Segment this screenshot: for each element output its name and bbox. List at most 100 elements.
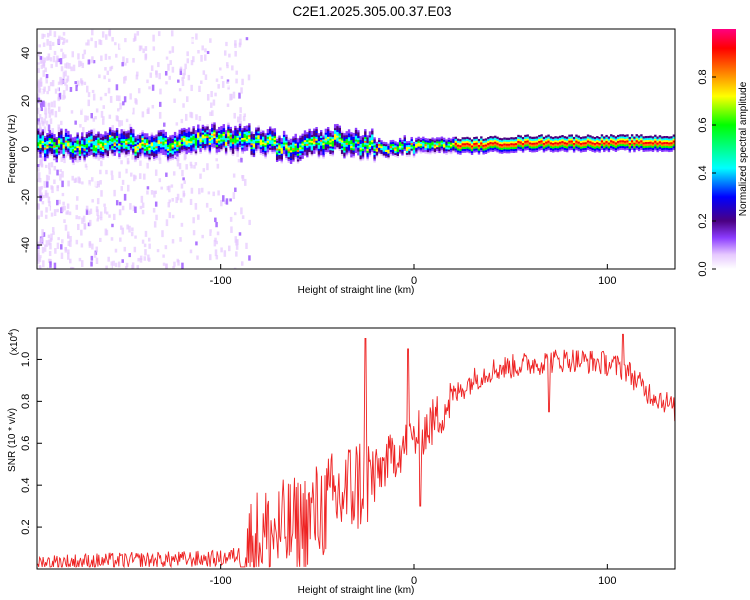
spectrogram-ridge-cell: [375, 147, 379, 150]
spectrogram-ridge-cell: [41, 144, 45, 147]
spectrogram-ridge-cell: [134, 157, 137, 160]
spectrogram-ridge-cell: [282, 148, 286, 151]
spectrogram-ridge-cell: [264, 146, 267, 149]
spectrogram-ridge-cell: [644, 143, 648, 146]
spectrogram-noise-cell: [130, 107, 133, 113]
spectrogram-ridge-cell: [535, 138, 539, 141]
spectrogram-ridge-cell: [171, 142, 174, 145]
spectrogram-ridge-cell: [401, 141, 404, 144]
spectrogram-ridge-cell: [74, 148, 77, 151]
spectrogram-ridge-cell: [396, 149, 399, 153]
spectrogram-ridge-cell: [359, 137, 362, 141]
spectrogram-ridge-cell: [190, 148, 193, 151]
snr-panel: -100 0 100 0.20.40.60.81.0 Height of strai…: [7, 327, 676, 596]
spectrogram-noise-cell: [47, 85, 51, 92]
spectrogram-ridge-cell: [194, 135, 198, 139]
spectrogram-ridge-cell: [120, 129, 123, 132]
spectrogram-noise-cell: [168, 199, 171, 203]
spectrogram-noise-cell: [136, 71, 139, 77]
spectrogram-ridge-cell: [584, 147, 587, 150]
spectrogram-ridge-cell: [480, 144, 483, 147]
spectrogram-ridge-cell: [136, 136, 140, 139]
spectrogram-ridge-cell: [310, 132, 314, 136]
spectrogram-ridge-cell: [150, 138, 154, 141]
spectrogram-ridge-cell: [132, 129, 135, 132]
spectrogram-ridge-cell: [403, 137, 406, 140]
spectrogram-ridge-cell: [373, 158, 376, 161]
spectrogram-ridge-cell: [259, 141, 263, 144]
spectrogram-noise-cell: [60, 36, 64, 40]
spectrogram-ridge-cell: [97, 143, 100, 146]
spectrogram-noise-cell: [227, 81, 230, 88]
spectrogram-ridge-cell: [211, 125, 214, 128]
spectrogram-ridge-cell: [517, 138, 520, 141]
spectrogram-noise-cell: [181, 80, 185, 87]
spectrogram-ridge-cell: [108, 134, 112, 138]
spectrogram-noise-cell: [110, 237, 114, 241]
spectrogram-noise-cell: [191, 38, 194, 43]
spectrogram-ridge-cell: [264, 150, 267, 153]
spectrogram-ridge-cell: [262, 130, 265, 133]
spectrogram-ridge-cell: [424, 147, 427, 150]
spectrogram-ridge-cell: [387, 145, 390, 148]
spectrogram-ridge-cell: [554, 141, 557, 145]
spectrogram-ridge-cell: [88, 142, 91, 145]
spectrogram-ridge-cell: [579, 142, 583, 145]
spectrogram-ridge-cell: [162, 145, 165, 148]
spectrogram-noise-cell: [215, 255, 219, 260]
spectrogram-noise-cell: [42, 260, 45, 268]
spectrogram-noise-cell: [226, 62, 229, 66]
spectrogram-noise-cell: [206, 163, 209, 171]
spectrogram-noise-cell: [156, 249, 160, 253]
spectrogram-noise-cell: [189, 161, 193, 166]
spectrogram-ridge-cell: [245, 140, 249, 144]
spectrogram-ridge-cell: [187, 135, 191, 138]
spectrogram-ridge-cell: [301, 135, 304, 138]
spectrogram-ridge-cell: [289, 161, 293, 164]
spectrogram-noise-cell: [184, 223, 187, 228]
spectrogram-ridge-cell: [480, 138, 483, 141]
spectrogram-ridge-cell: [614, 149, 618, 152]
spectrogram-ridge-cell: [656, 144, 659, 147]
spectrogram-ridge-cell: [422, 144, 425, 147]
spectrogram-ridge-cell: [46, 132, 49, 136]
spectrogram-ridge-cell: [340, 144, 344, 147]
spectrogram-ridge-cell: [236, 141, 239, 144]
spectrogram-ridge-cell: [155, 136, 158, 139]
spectrogram-ridge-cell: [115, 149, 119, 152]
spectrogram-ridge-cell: [519, 148, 522, 152]
spectrogram-ridge-cell: [120, 144, 123, 147]
spectrogram-noise-cell: [109, 265, 112, 269]
spectrogram-ridge-cell: [287, 156, 290, 160]
spectrogram-ridge-cell: [354, 137, 358, 140]
spectrogram-ridge-cell: [164, 152, 167, 156]
spectrogram-ridge-cell: [238, 137, 242, 140]
spectrogram-ridge-cell: [561, 136, 564, 140]
spectrogram-ridge-cell: [642, 149, 645, 152]
spectrogram-ridge-cell: [264, 137, 267, 140]
spectrogram-noise-cell: [118, 171, 121, 179]
spectrogram-ridge-cell: [368, 146, 372, 149]
spectrogram-ridge-cell: [69, 151, 72, 154]
spectrogram-noise-cell: [87, 59, 91, 65]
spectrogram-ridge-cell: [345, 136, 348, 140]
spectrogram-ridge-cell: [322, 148, 325, 151]
spectrogram-noise-cell: [220, 200, 223, 207]
spectrogram-ridge-cell: [619, 141, 622, 145]
spectrogram-ridge-cell: [95, 155, 98, 158]
spectrogram-ridge-cell: [206, 126, 209, 129]
spectrogram-ridge-cell: [320, 149, 323, 152]
spectrogram-ridge-cell: [584, 138, 587, 141]
spectrogram-noise-cell: [124, 62, 127, 66]
spectrogram-noise-cell: [239, 113, 242, 121]
spectrogram-ridge-cell: [71, 141, 75, 144]
spectrogram-ridge-cell: [252, 141, 256, 144]
spectrogram-noise-cell: [181, 262, 184, 269]
spectrogram-ridge-cell: [405, 154, 409, 157]
spectrogram-noise-cell: [215, 240, 218, 245]
spectrogram-ridge-cell: [146, 133, 149, 136]
spectrogram-ridge-cell: [412, 147, 416, 150]
spectrogram-ridge-cell: [484, 146, 488, 149]
spectrogram-ridge-cell: [454, 140, 457, 143]
spectrogram-noise-cell: [58, 106, 61, 112]
